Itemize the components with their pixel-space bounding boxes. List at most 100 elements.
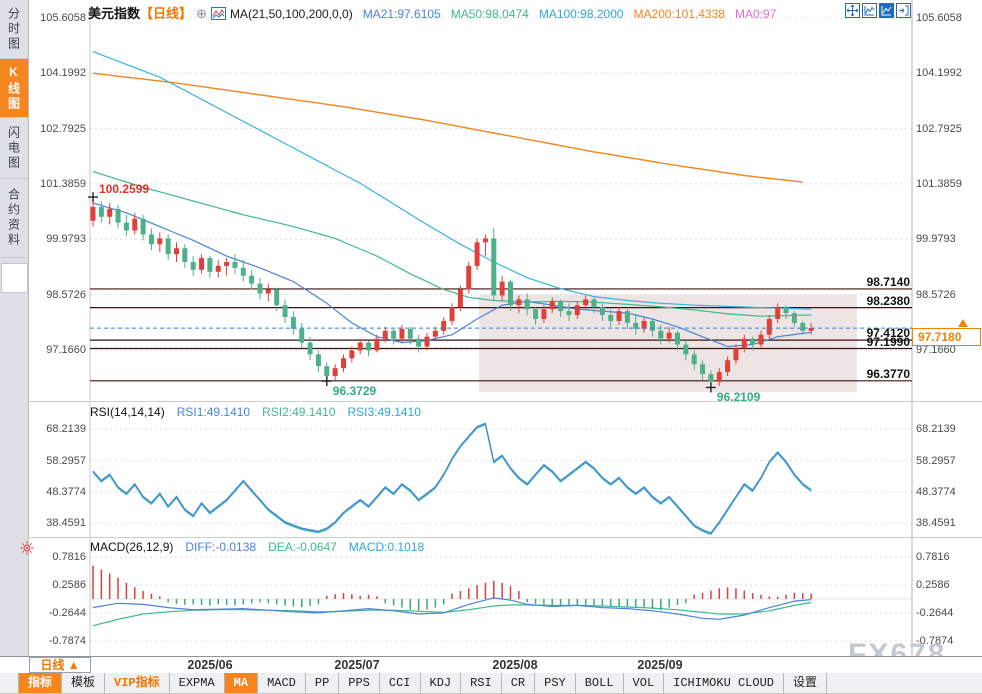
tab-ichimoku[interactable]: ICHIMOKU CLOUD: [664, 673, 784, 693]
rsi-axis-label: 58.2957: [46, 454, 86, 467]
level-price-label: 98.2380: [866, 293, 910, 308]
tab-cci[interactable]: CCI: [380, 673, 421, 693]
rsi-axis-label: 68.2139: [916, 423, 956, 435]
macd-axis-label: 0.7816: [916, 551, 950, 564]
sidebar-item-contract-info[interactable]: 合约资料: [0, 179, 28, 258]
tab-settings[interactable]: 设置: [784, 673, 827, 693]
rsi-panel-header: RSI(14,14,14) RSI1:49.1410 RSI2:49.1410 RSI…: [90, 405, 445, 419]
macd-axis-label: 0.2586: [916, 579, 950, 592]
macd-axis-label: -0.7874: [48, 635, 86, 648]
chart-header: 美元指数【日线】 ⊕ MA(21,50,100,200,0,0) MA21:97.61…: [88, 3, 776, 21]
tab-ma[interactable]: MA: [224, 673, 259, 693]
rsi-axis-label: 38.4591: [46, 517, 86, 530]
level-price-label: 98.7140: [866, 274, 910, 289]
level-price-label: 96.3770: [866, 366, 910, 381]
move-tool-icon[interactable]: [845, 3, 860, 18]
ma-value-label: MA50:98.0474: [450, 7, 529, 21]
month-label: 2025/08: [492, 658, 538, 672]
rsi-axis-label: 38.4591: [916, 517, 956, 530]
rsi-value-label: RSI2:49.1410: [262, 405, 336, 419]
period-label[interactable]: 【日线】: [140, 6, 193, 21]
price-axis-label: 101.3859: [40, 177, 86, 190]
tab-boll[interactable]: BOLL: [576, 673, 624, 693]
rsi-axis-label: 58.2957: [916, 454, 956, 467]
macd-value-label: MACD:0.1018: [348, 540, 425, 554]
tab-template[interactable]: 模板: [62, 673, 106, 693]
indicator-settings-sun-icon[interactable]: [20, 541, 34, 555]
macd-axis-label: -0.2644: [48, 607, 86, 620]
low-annotation: 96.2109: [716, 390, 761, 405]
month-label: 2025/09: [637, 658, 683, 672]
sidebar-item-time-chart[interactable]: 分时图: [0, 0, 28, 59]
chart-toolbar: [845, 3, 911, 18]
symbol-name: 美元指数: [88, 6, 141, 21]
rsi-value-label: RSI3:49.1410: [347, 405, 421, 419]
sidebar-item-kline-chart[interactable]: K线图: [0, 59, 28, 118]
price-axis-label: 97.1660: [916, 343, 956, 356]
price-axis-label: 98.5726: [46, 288, 86, 301]
ma-value-label: MA21:97.6105: [362, 7, 441, 21]
ma-value-label: MA0:97: [734, 7, 777, 21]
tab-cr[interactable]: CR: [502, 673, 536, 693]
circle-plus-icon[interactable]: ⊕: [196, 6, 207, 21]
rsi-axis-label: 48.3774: [46, 486, 86, 498]
price-axis-label: 104.1992: [916, 67, 962, 80]
tab-expma[interactable]: EXPMA: [170, 673, 225, 693]
macd-axis-label: 0.2586: [52, 579, 86, 592]
rsi-title: RSI(14,14,14): [90, 405, 165, 419]
macd-panel-header: MACD(26,12,9) DIFF:-0.0138 DEA:-0.0647 MACD…: [90, 540, 448, 554]
rsi-axis-label: 68.2139: [46, 423, 86, 435]
macd-axis-label: 0.7816: [52, 551, 86, 564]
macd-axis-label: -0.2644: [916, 607, 954, 620]
price-axis-label: 99.9793: [46, 233, 86, 246]
axis-scale-icon[interactable]: [862, 3, 877, 18]
panel-separator: [28, 401, 982, 402]
month-label: 2025/07: [334, 658, 380, 672]
left-sidebar: 分时图 K线图 闪电图 合约资料: [0, 0, 29, 656]
price-axis-label: 105.6058: [40, 11, 86, 24]
rsi-value-label: RSI1:49.1410: [176, 405, 251, 419]
price-axis-label: 104.1992: [40, 67, 86, 80]
tab-kdj[interactable]: KDJ: [421, 673, 462, 693]
indicator-tab-bar: 指标 模板 VIP指标 EXPMA MA MACD PP PPS CCI KDJ RSI CR PSY B…: [0, 673, 982, 694]
tab-vip-indicator[interactable]: VIP指标: [105, 673, 170, 693]
sidebar-empty-box: [1, 263, 28, 293]
month-label: 2025/06: [187, 658, 233, 672]
price-axis-label: 101.3859: [916, 177, 962, 190]
ma-value-label: MA200:101.4338: [633, 7, 725, 21]
rsi-axis-label: 48.3774: [916, 486, 956, 498]
period-selector[interactable]: 日线 ▲: [29, 657, 91, 673]
chart-pointer-icon[interactable]: [879, 3, 894, 18]
price-axis-label: 98.5726: [916, 288, 956, 301]
tab-macd[interactable]: MACD: [258, 673, 306, 693]
low-annotation: 96.3729: [332, 384, 377, 399]
exit-chart-icon[interactable]: [896, 3, 911, 18]
tab-pp[interactable]: PP: [306, 673, 340, 693]
high-annotation: 100.2599: [99, 182, 150, 197]
ma-value-label: MA100:98.2000: [538, 7, 624, 21]
price-axis-label: 97.1660: [46, 343, 86, 356]
tab-psy[interactable]: PSY: [535, 673, 576, 693]
ma-chart-icon: [210, 7, 226, 20]
level-price-label: 97.1990: [866, 334, 910, 349]
tab-pps[interactable]: PPS: [339, 673, 380, 693]
price-axis-label: 99.9793: [916, 233, 956, 246]
time-axis-row: 日线 ▲ 2025/06 2025/07 2025/08 2025/09: [0, 656, 982, 674]
price-axis-label: 102.7925: [40, 122, 86, 135]
chevron-up-icon: ▲: [67, 658, 80, 672]
current-price-badge: 97.7180: [912, 328, 981, 346]
sidebar-item-flash-chart[interactable]: 闪电图: [0, 118, 28, 179]
macd-value-label: DIFF:-0.0138: [185, 540, 257, 554]
macd-value-label: DEA:-0.0647: [268, 540, 337, 554]
tab-indicator[interactable]: 指标: [18, 673, 63, 693]
tab-vol[interactable]: VOL: [624, 673, 665, 693]
price-up-arrow-icon: [958, 319, 968, 327]
tab-rsi[interactable]: RSI: [461, 673, 502, 693]
panel-separator: [28, 537, 982, 538]
macd-title: MACD(26,12,9): [90, 540, 174, 554]
price-axis-label: 102.7925: [916, 122, 962, 135]
price-axis-label: 105.6058: [916, 11, 962, 24]
ma-settings-label: MA(21,50,100,200,0,0): [229, 7, 353, 21]
